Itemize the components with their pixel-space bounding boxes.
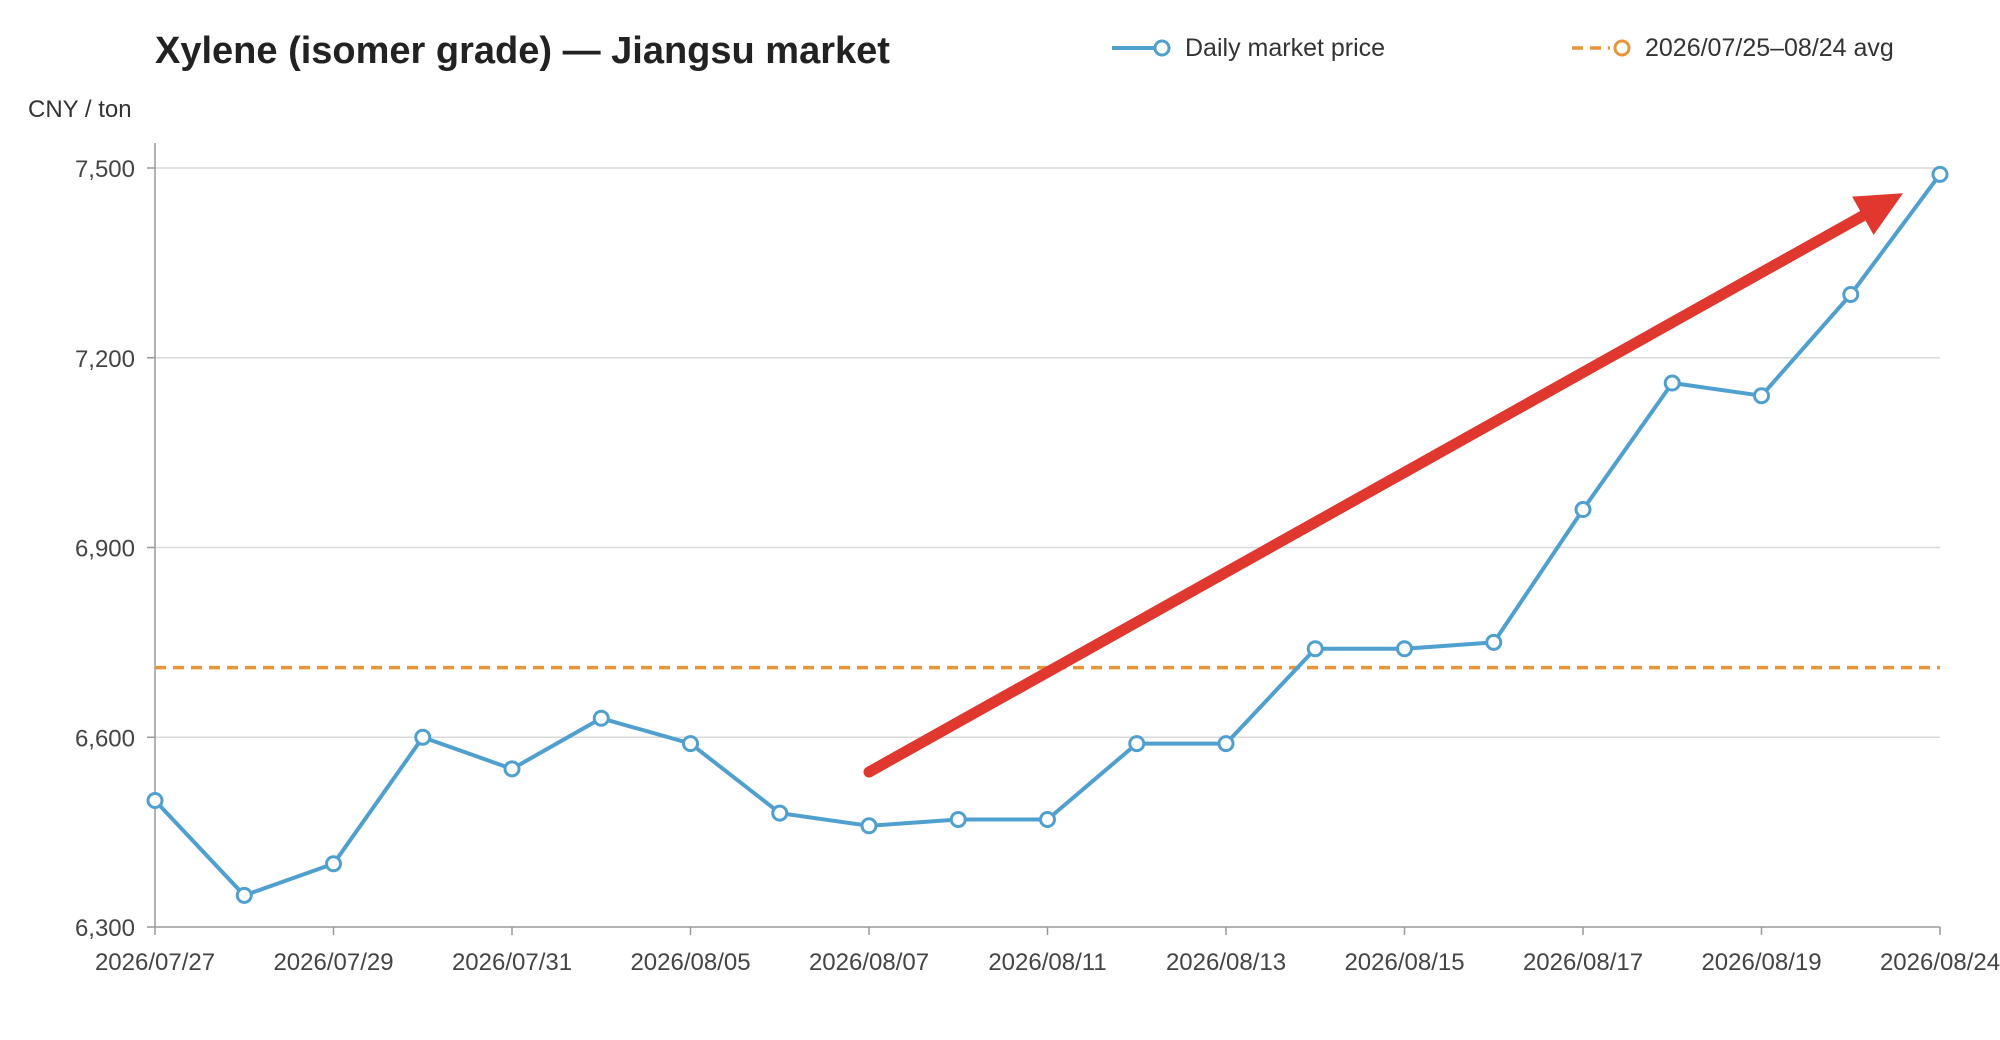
price-data-point <box>325 855 342 873</box>
y-axis-unit-label: CNY / ton <box>28 96 132 123</box>
price-data-point <box>1128 735 1146 753</box>
chart-title: Xylene (isomer grade) — Jiangsu market <box>155 30 890 72</box>
y-tick-label: 6,900 <box>75 536 135 563</box>
y-tick-label: 6,300 <box>75 915 135 942</box>
x-tick-label: 2026/08/05 <box>630 949 750 976</box>
legend-marker-daily-price <box>1153 39 1171 57</box>
trend-arrow-shaft <box>863 210 1869 778</box>
y-tick-label: 7,200 <box>75 346 135 373</box>
price-data-point <box>1396 640 1413 658</box>
x-tick-label: 2026/08/15 <box>1344 949 1464 976</box>
x-tick-label: 2026/07/31 <box>452 949 572 976</box>
price-data-point <box>146 792 164 809</box>
x-tick-label: 2026/07/27 <box>95 949 215 976</box>
price-data-point <box>1574 501 1592 519</box>
price-data-point <box>1663 374 1681 392</box>
price-data-point <box>682 735 699 753</box>
y-tick-label: 7,500 <box>75 156 135 183</box>
legend-label-average: 2026/07/25–08/24 avg <box>1645 34 1894 62</box>
price-data-point <box>1485 633 1503 651</box>
price-series-line <box>153 173 1942 898</box>
legend-marker-average <box>1613 39 1631 57</box>
x-tick-label: 2026/08/17 <box>1523 949 1643 976</box>
x-tick-label: 2026/08/24 <box>1880 949 2000 976</box>
x-tick-label: 2026/08/13 <box>1166 949 1286 976</box>
x-tick-label: 2026/07/29 <box>273 949 393 976</box>
price-data-point <box>1306 640 1324 658</box>
x-tick-label: 2026/08/07 <box>809 949 929 976</box>
price-data-point <box>1931 165 1949 183</box>
price-data-point <box>503 760 521 778</box>
price-data-point <box>1039 810 1056 828</box>
legend-label-daily-price: Daily market price <box>1185 34 1386 62</box>
price-data-point <box>235 886 253 904</box>
price-data-point <box>771 804 789 822</box>
price-data-point <box>592 709 610 727</box>
y-tick-label: 6,600 <box>75 725 135 752</box>
price-data-point <box>414 728 432 746</box>
trend-arrow-head <box>1852 193 1903 235</box>
price-data-point <box>1217 735 1235 753</box>
price-data-point <box>1842 286 1860 303</box>
x-tick-label: 2026/08/19 <box>1701 949 1821 976</box>
price-data-point <box>860 817 878 835</box>
price-data-point <box>1753 387 1770 405</box>
price-data-point <box>949 810 967 828</box>
x-tick-label: 2026/08/11 <box>988 949 1106 976</box>
